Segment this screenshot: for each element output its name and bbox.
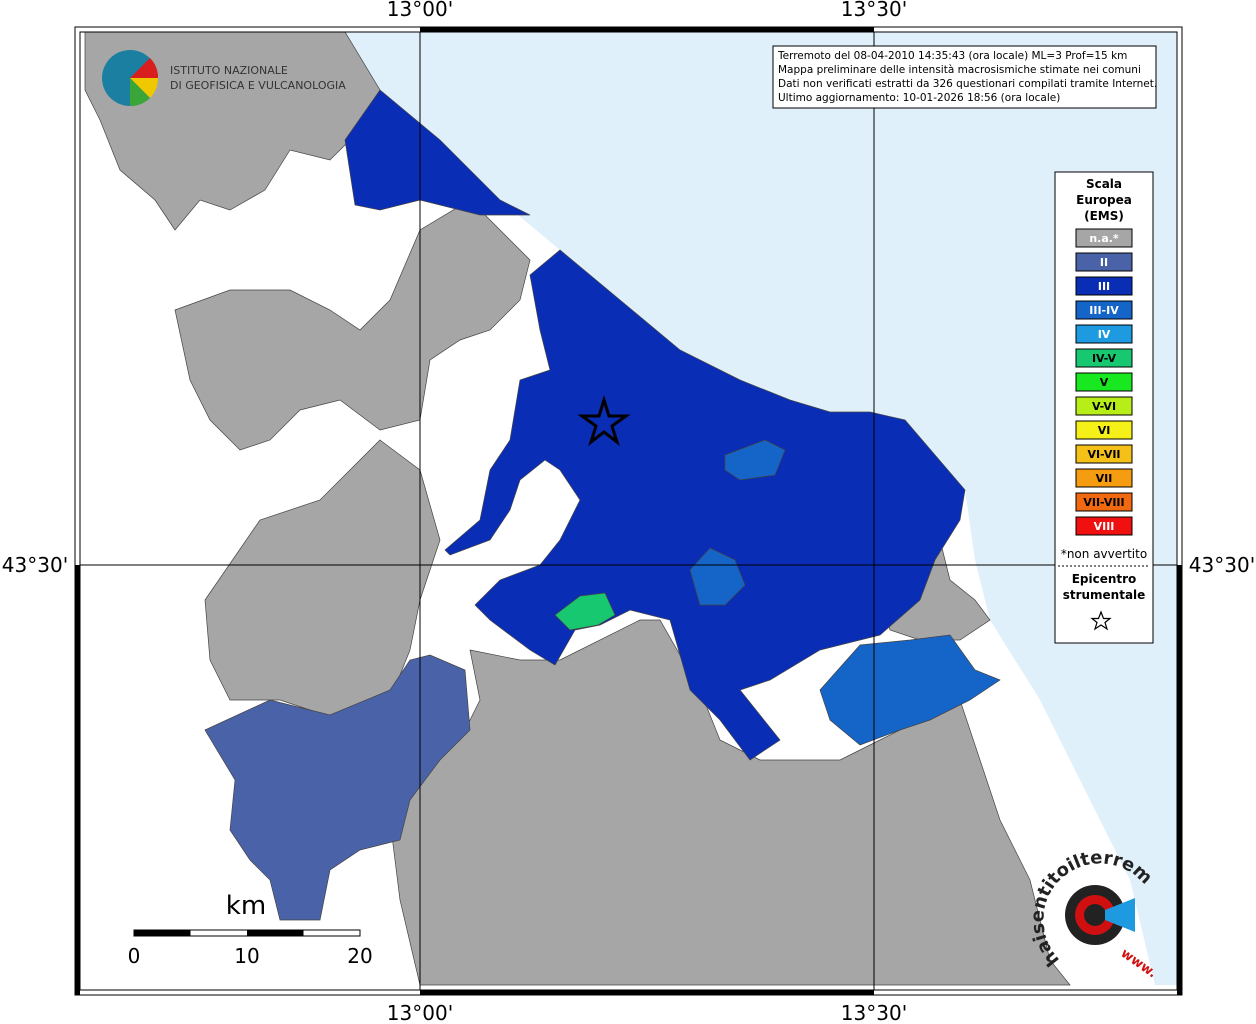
legend-label: V	[1100, 376, 1109, 389]
legend-label: VII	[1096, 472, 1113, 485]
legend-label: VI-VII	[1087, 448, 1120, 461]
ingv-logo: ISTITUTO NAZIONALE DI GEOFISICA E VULCAN…	[102, 50, 346, 107]
scale-label: 20	[347, 944, 372, 968]
frame-bar	[1177, 565, 1182, 995]
info-box	[772, 45, 1157, 109]
info-line: Mappa preliminare delle intensità macros…	[778, 64, 1141, 76]
legend-swatch	[1075, 228, 1133, 248]
legend-swatch	[1075, 300, 1133, 320]
region	[204, 654, 471, 921]
info-text: Terremoto del 08-04-2010 14:35:43 (ora l…	[777, 50, 1157, 104]
axis-label: 13°00'	[387, 1001, 453, 1024]
legend-note: *non avvertito	[1061, 547, 1147, 561]
logo-beam	[1105, 898, 1135, 932]
legend-label: IV	[1098, 328, 1111, 341]
region	[174, 199, 531, 451]
axis-label: 13°00'	[387, 0, 453, 21]
region	[724, 439, 786, 481]
region	[554, 592, 616, 631]
logo-sector	[130, 58, 159, 78]
frame-bar	[75, 565, 80, 995]
epicenter-star	[577, 394, 631, 447]
frame-bar	[420, 27, 874, 32]
legend-label: III-IV	[1089, 304, 1119, 317]
region	[204, 439, 441, 721]
frame-bar	[420, 990, 874, 995]
legend-label: II	[1100, 256, 1108, 269]
legend-title: Scala	[1086, 177, 1122, 191]
logo-sector	[130, 78, 150, 107]
legend-epicenter: strumentale	[1063, 588, 1146, 602]
legend-swatch	[1075, 324, 1133, 344]
scale-segment	[134, 930, 191, 936]
legend-swatch	[1075, 516, 1133, 536]
legend-label: V-VI	[1092, 400, 1116, 413]
scale-bar: km 0 10 20	[128, 891, 373, 968]
info-line: Terremoto del 08-04-2010 14:35:43 (ora l…	[777, 50, 1127, 62]
legend-swatch	[1075, 252, 1133, 272]
axis-label: 43°30'	[2, 553, 68, 577]
axis-label: 13°30'	[841, 1001, 907, 1024]
legend-star	[1090, 610, 1112, 631]
scale-label: 10	[234, 944, 259, 968]
legend-label: VII-VIII	[1083, 496, 1124, 509]
legend-swatch	[1075, 348, 1133, 368]
axis-label: 13°30'	[841, 0, 907, 21]
legend-label: VI	[1098, 424, 1111, 437]
region	[444, 249, 966, 761]
region	[689, 547, 746, 606]
region	[819, 634, 1001, 746]
scale-unit: km	[226, 891, 266, 921]
logo-ring	[1084, 904, 1106, 926]
scale-segment	[247, 930, 304, 936]
legend-swatch	[1075, 468, 1133, 488]
institute-name: ISTITUTO NAZIONALE	[170, 64, 288, 77]
legend-swatch	[1075, 396, 1133, 416]
regions	[84, 31, 1071, 986]
info-line: Ultimo aggiornamento: 10-01-2026 18:56 (…	[778, 92, 1060, 104]
frame	[74, 26, 1183, 996]
legend-label: VIII	[1094, 520, 1115, 533]
graticule	[80, 32, 1177, 990]
legend-swatch	[1075, 276, 1133, 296]
legend-swatch	[1075, 420, 1133, 440]
logo-sector	[130, 78, 159, 98]
institute-name: DI GEOFISICA E VULCANOLOGIA	[170, 79, 346, 92]
legend-title: (EMS)	[1084, 209, 1124, 223]
legend-label: IV-V	[1092, 352, 1117, 365]
legend-swatch	[1075, 492, 1133, 512]
legend-epicenter: Epicentro	[1072, 572, 1137, 586]
scale-label: 0	[128, 944, 141, 968]
info-line: Dati non verificati estratti da 326 ques…	[778, 78, 1157, 90]
sea	[345, 32, 1177, 985]
axis-label: 43°30'	[1189, 553, 1255, 577]
legend-label: n.a.*	[1089, 232, 1119, 245]
legend: ScalaEuropea(EMS)n.a.*IIIIIIII-IVIVIV-VV…	[1058, 177, 1150, 631]
region	[344, 89, 531, 216]
legend-title: Europea	[1076, 193, 1132, 207]
legend-label: III	[1098, 280, 1110, 293]
legend-swatch	[1075, 372, 1133, 392]
legend-swatch	[1075, 444, 1133, 464]
